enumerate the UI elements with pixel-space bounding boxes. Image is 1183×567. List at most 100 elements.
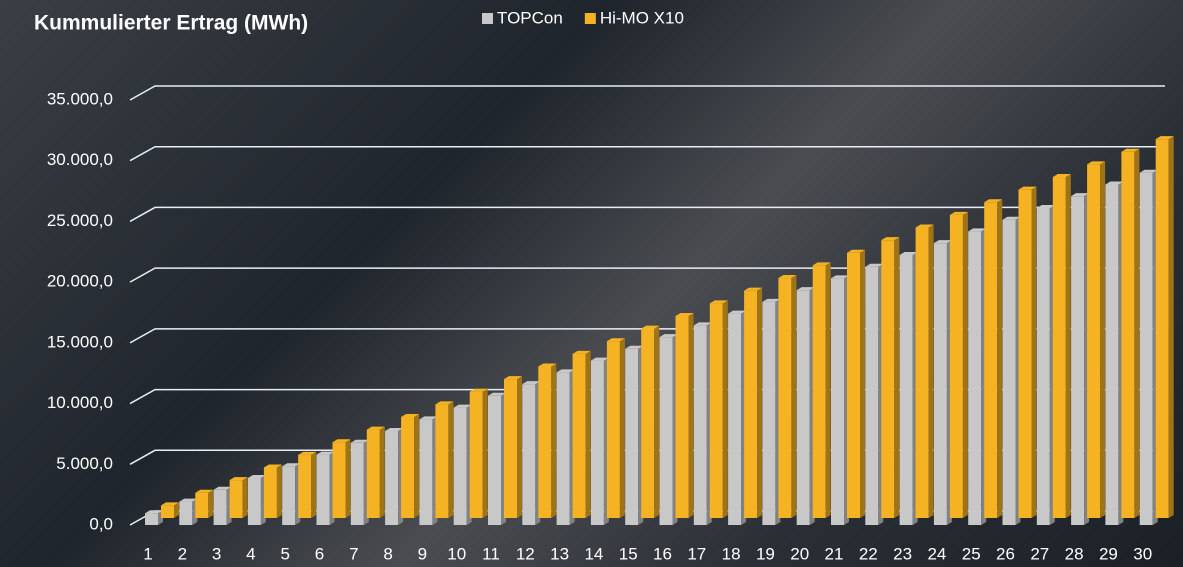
x-tick-label: 10 [447, 544, 466, 563]
bar [641, 325, 660, 518]
bar-face [1087, 161, 1106, 165]
bar-face [949, 214, 963, 518]
bar-face [298, 454, 312, 518]
bar-face [928, 224, 934, 519]
bar-face [1071, 196, 1085, 525]
bar-face [195, 492, 209, 518]
bar [332, 439, 351, 518]
bar-face [145, 510, 163, 514]
bar [693, 322, 712, 525]
bar [247, 475, 266, 525]
bar-face [145, 513, 158, 525]
bar [915, 224, 934, 519]
bar [469, 388, 488, 518]
bar-face [744, 290, 758, 518]
bar-face [316, 451, 335, 455]
bar [504, 376, 522, 518]
bar-face [504, 379, 517, 518]
bar-face [641, 325, 660, 329]
x-tick-label: 6 [315, 544, 324, 563]
x-tick-label: 12 [516, 544, 535, 563]
x-tick-label: 25 [962, 544, 981, 563]
bar-face [1155, 139, 1169, 518]
bar-face [1121, 148, 1140, 152]
grid-line [129, 85, 1165, 101]
bar-face [933, 243, 947, 525]
bar-face [933, 240, 952, 244]
legend-swatch [482, 13, 493, 24]
x-tick-label: 14 [584, 544, 603, 563]
bar [1087, 161, 1106, 518]
bar-face [654, 325, 660, 518]
bar-face [796, 287, 815, 291]
bar-face [1134, 148, 1140, 518]
bar-face [762, 301, 776, 525]
bar-face [984, 202, 998, 519]
legend-label: TOPCon [497, 8, 563, 27]
bar-face [572, 350, 591, 354]
bar-face [1105, 181, 1124, 185]
x-tick-label: 2 [178, 544, 187, 563]
bar [229, 477, 248, 518]
bar [453, 404, 472, 525]
bar [488, 392, 506, 525]
bar [401, 413, 420, 518]
bar-face [625, 345, 644, 349]
bar [899, 251, 918, 525]
bar-face [865, 263, 884, 267]
bar [213, 486, 232, 525]
bar-face [825, 262, 831, 518]
bar-face [791, 275, 797, 518]
bar-face [161, 505, 174, 518]
bar [659, 334, 678, 525]
bar [847, 249, 865, 519]
bar-face [276, 464, 282, 518]
bar-face [179, 501, 193, 525]
bar [590, 357, 609, 525]
bar-face [590, 360, 604, 525]
bar-face [419, 419, 433, 525]
y-tick-label: 30.000,0 [47, 150, 113, 169]
bar-face [453, 407, 467, 525]
bar-face [419, 416, 438, 420]
grid-line [129, 206, 1165, 223]
bar-face [1052, 177, 1066, 518]
bar-face [1065, 174, 1071, 518]
bar [1105, 181, 1124, 525]
bar-face [1036, 207, 1050, 525]
bar-face [282, 463, 301, 467]
bar-face [1139, 169, 1158, 173]
bar-face [762, 298, 781, 302]
bar-face [435, 404, 449, 518]
bar-face [1121, 151, 1135, 518]
bar-face [641, 328, 655, 518]
bar-face [881, 237, 900, 241]
bar-face [865, 266, 879, 525]
bar-face [847, 249, 865, 253]
bar [1121, 148, 1140, 518]
chart-title: Kummulierter Ertrag (MWh) [34, 12, 308, 35]
bar-face [551, 363, 557, 518]
bar-face [556, 369, 575, 373]
bar-face [311, 451, 317, 518]
x-tick-label: 30 [1133, 544, 1152, 563]
bar [728, 310, 747, 525]
bar [366, 426, 385, 518]
bar-face [831, 275, 849, 279]
bar [796, 287, 815, 525]
legend-label: Hi-MO X10 [600, 8, 684, 27]
bar-face [488, 392, 506, 396]
bar-face [606, 338, 625, 342]
x-tick-label: 9 [418, 544, 427, 563]
bar-face [208, 489, 214, 518]
bar-face [1052, 174, 1071, 178]
bar-face [517, 376, 522, 518]
bar [145, 510, 163, 525]
bar-face [263, 467, 277, 518]
bar-face [585, 350, 591, 518]
bar-face [860, 249, 865, 519]
x-tick-label: 23 [893, 544, 912, 563]
bar-face [522, 384, 536, 525]
bar-face [414, 413, 420, 518]
